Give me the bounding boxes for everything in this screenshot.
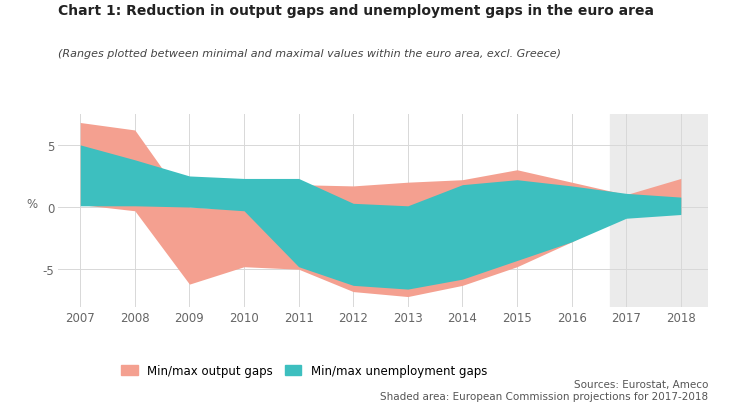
Legend: Min/max output gaps, Min/max unemployment gaps: Min/max output gaps, Min/max unemploymen… (116, 359, 491, 382)
Text: Chart 1: Reduction in output gaps and unemployment gaps in the euro area: Chart 1: Reduction in output gaps and un… (58, 4, 654, 18)
Bar (610, 115, 708, 307)
Text: Sources: Eurostat, Ameco
Shaded area: European Commission projections for 2017-2: Sources: Eurostat, Ameco Shaded area: Eu… (380, 379, 708, 401)
Text: (Ranges plotted between minimal and maximal values within the euro area, excl. G: (Ranges plotted between minimal and maxi… (58, 49, 561, 59)
Y-axis label: %: % (27, 198, 38, 211)
